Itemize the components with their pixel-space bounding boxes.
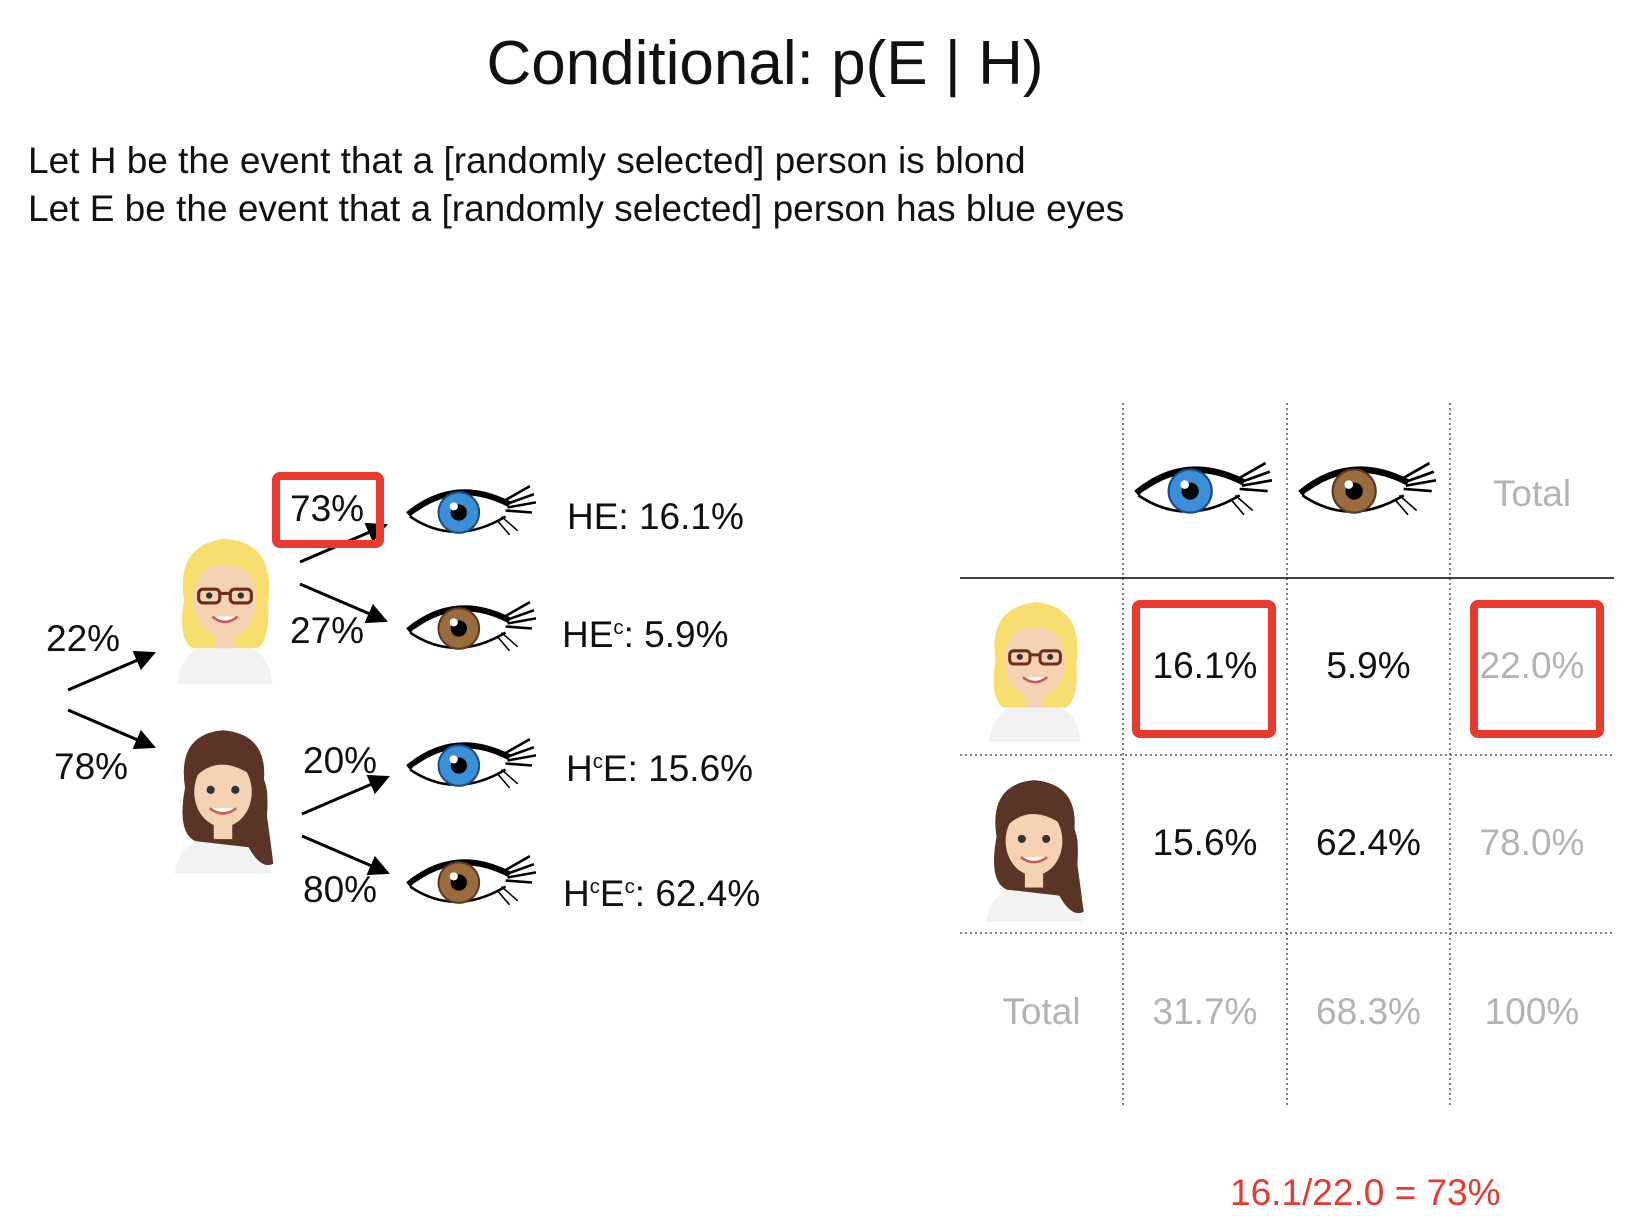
outcome-hec: HEc: 5.9%: [562, 614, 729, 655]
branch-label-brunette: 78%: [54, 746, 129, 787]
branch-arrow-blond-brown: [299, 582, 388, 624]
table-header-blue-eye-icon: [1136, 463, 1272, 515]
table-row-brunette-icon: [985, 778, 1085, 922]
branch-arrow-brunette: [67, 708, 156, 750]
cell-brunette-brown: 62.4%: [1316, 822, 1421, 863]
definition-h: Let H be the event that a [randomly sele…: [28, 140, 1026, 181]
branch-label-brunette-blue: 20%: [303, 740, 378, 781]
outcome-hce: HcE: 15.6%: [566, 748, 754, 789]
table-total-row-label: Total: [1002, 991, 1081, 1032]
branch-arrow-blond: [67, 650, 156, 692]
outcome-hcec: HcEc: 62.4%: [563, 873, 761, 914]
cell-total-total: 100%: [1484, 991, 1580, 1032]
branch-label-blond: 22%: [46, 618, 121, 659]
page-title: Conditional: p(E | H): [486, 29, 1044, 98]
table-header-total: Total: [1492, 473, 1572, 514]
outcome-he: HE: 16.1%: [567, 496, 744, 537]
branch-label-blond-brown: 27%: [290, 610, 365, 651]
definition-e: Let E be the event that a [randomly sele…: [28, 188, 1125, 229]
branch-arrow-brunette-blue: [301, 774, 390, 816]
table-row-blond-icon: [987, 600, 1083, 742]
cell-total-blue: 31.7%: [1152, 991, 1258, 1032]
conditional-formula: 16.1/22.0 = 73%: [1230, 1172, 1501, 1213]
highlight-blond-blue-box: [1132, 600, 1276, 738]
cell-brunette-blue: 15.6%: [1152, 822, 1258, 863]
branch-arrow-brunette-brown: [301, 834, 390, 876]
branch-label-brunette-brown: 80%: [303, 869, 378, 910]
cell-blond-brown: 5.9%: [1326, 645, 1411, 686]
cell-brunette-total: 78.0%: [1479, 822, 1585, 863]
branch-label-blond-blue: 73%: [290, 488, 365, 529]
table-header-brown-eye-icon: [1300, 463, 1436, 515]
cell-total-brown: 68.3%: [1316, 991, 1421, 1032]
highlight-73-box: [272, 472, 384, 548]
cell-blond-blue: 16.1%: [1152, 645, 1258, 686]
cell-blond-total: 22.0%: [1479, 645, 1585, 686]
highlight-blond-total-box: [1470, 600, 1604, 738]
